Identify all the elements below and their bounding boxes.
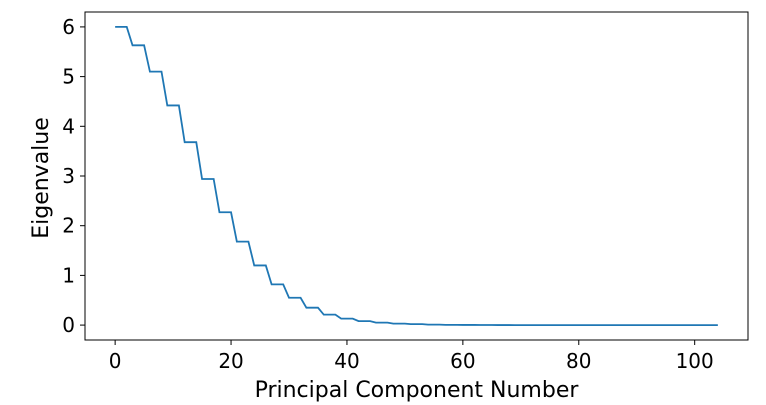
eigenvalue-line [115, 26, 718, 326]
y-axis-ticks: 0 1 2 3 4 5 6 [62, 15, 85, 337]
x-tick-label: 40 [334, 349, 359, 373]
y-tick-label: 4 [62, 114, 75, 138]
x-tick-label: 100 [676, 349, 714, 373]
y-tick-label: 2 [62, 214, 75, 238]
y-tick-label: 0 [62, 313, 75, 337]
plot-frame [84, 11, 749, 341]
plot-area [85, 12, 748, 340]
x-tick-label: 0 [109, 349, 122, 373]
y-tick-label: 6 [62, 15, 75, 39]
x-axis-ticks: 0 20 40 60 80 100 [109, 340, 714, 373]
x-tick-label: 20 [218, 349, 243, 373]
x-axis-label: Principal Component Number [255, 378, 580, 403]
y-tick-label: 5 [62, 65, 75, 89]
x-tick-label: 60 [450, 349, 475, 373]
x-tick-label: 80 [566, 349, 591, 373]
y-axis-label: Eigenvalue [29, 117, 54, 239]
y-tick-label: 1 [62, 263, 75, 287]
y-tick-label: 3 [62, 164, 75, 188]
